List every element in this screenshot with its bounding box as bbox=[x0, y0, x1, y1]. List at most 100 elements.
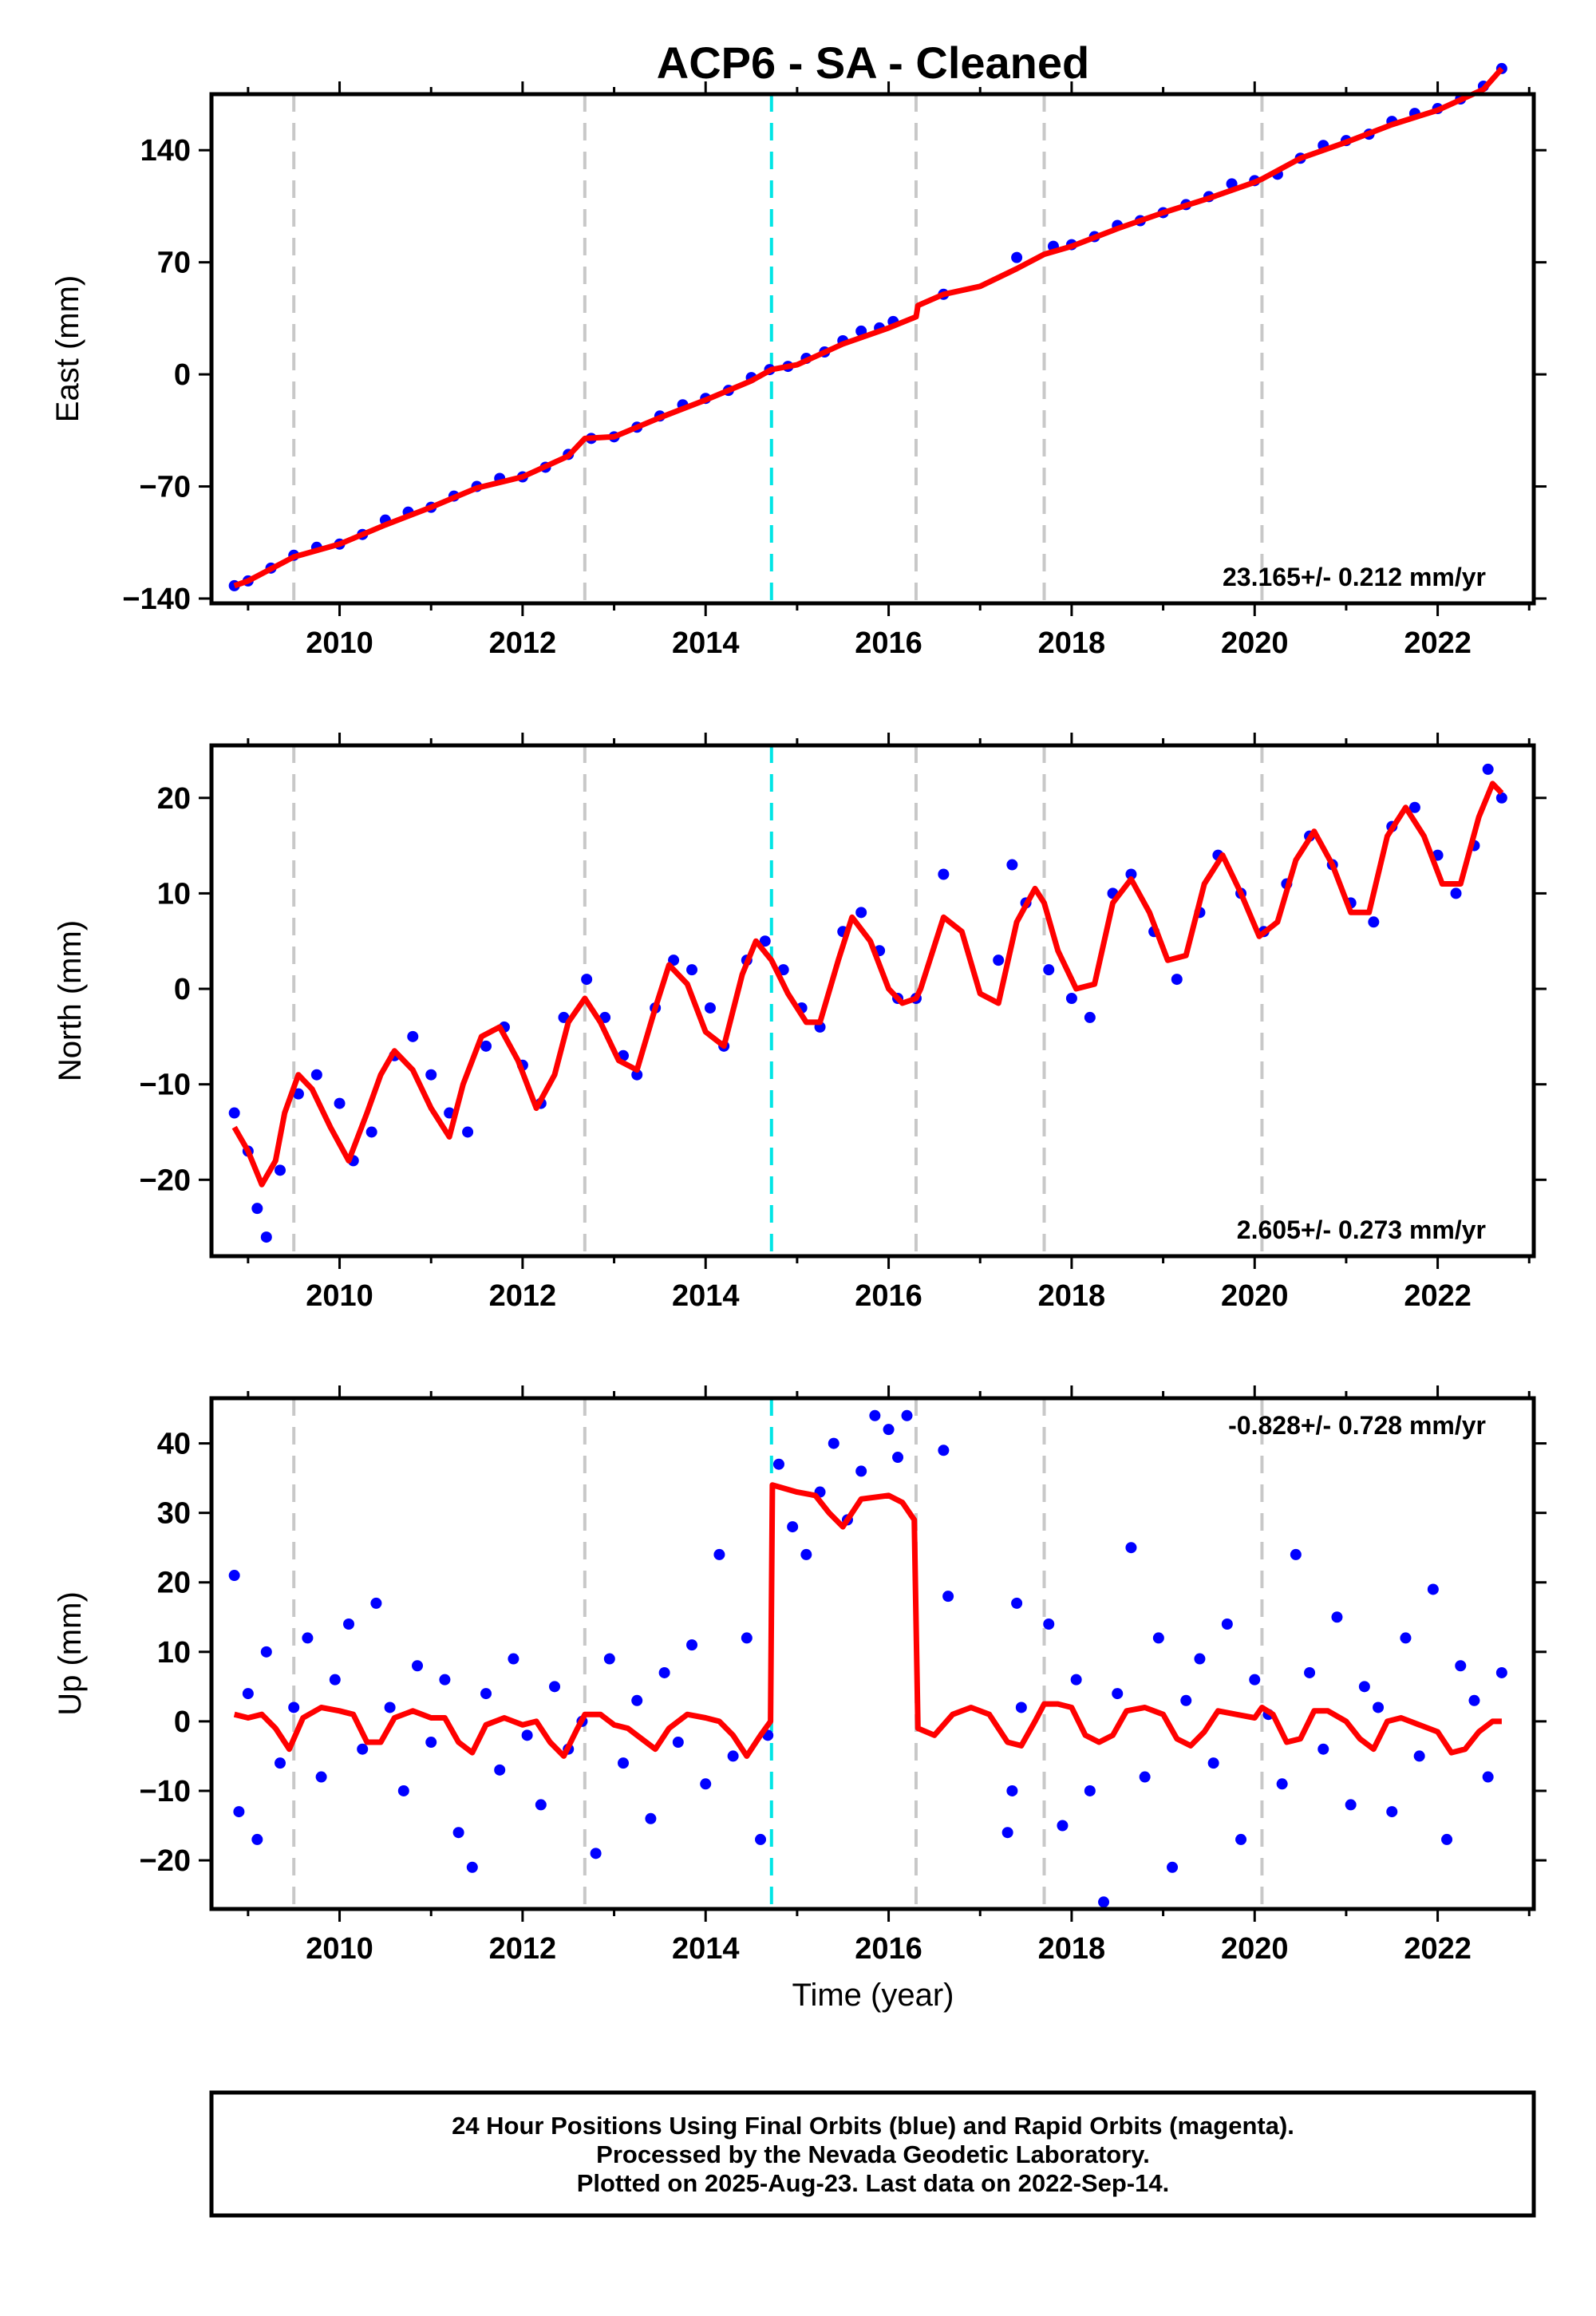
data-point bbox=[1171, 974, 1183, 986]
data-point bbox=[1455, 1660, 1467, 1672]
data-point bbox=[1345, 1799, 1357, 1811]
y-tick-label: 0 bbox=[174, 973, 191, 1006]
data-point bbox=[334, 1097, 346, 1109]
rate-label: -0.828+/- 0.728 mm/yr bbox=[1228, 1411, 1486, 1440]
data-point bbox=[1112, 1688, 1124, 1700]
data-point bbox=[357, 1743, 369, 1755]
data-point bbox=[1125, 868, 1137, 880]
x-tick-label: 2018 bbox=[1038, 1932, 1106, 1966]
data-point bbox=[892, 1452, 904, 1464]
x-tick-label: 2022 bbox=[1404, 626, 1472, 660]
data-point bbox=[741, 1632, 753, 1644]
data-point bbox=[508, 1653, 519, 1665]
plot-frame bbox=[209, 1396, 1536, 1911]
y-tick-label: 0 bbox=[174, 1705, 191, 1739]
data-point bbox=[329, 1674, 341, 1686]
data-point bbox=[480, 1040, 492, 1052]
y-tick-label: 70 bbox=[157, 247, 191, 280]
data-point bbox=[466, 1861, 478, 1873]
y-tick-label: −10 bbox=[140, 1069, 191, 1102]
data-point bbox=[645, 1812, 657, 1824]
y-axis-label: East (mm) bbox=[50, 275, 85, 422]
data-point bbox=[462, 1126, 474, 1138]
data-point bbox=[828, 1437, 839, 1449]
data-point bbox=[1043, 964, 1055, 976]
rate-label: 2.605+/- 0.273 mm/yr bbox=[1237, 1215, 1486, 1244]
data-point bbox=[658, 1666, 670, 1678]
plot-background bbox=[211, 94, 1534, 603]
y-tick-label: 10 bbox=[157, 1636, 191, 1670]
data-point bbox=[727, 1750, 739, 1762]
data-point bbox=[603, 1653, 615, 1665]
plot-background bbox=[211, 745, 1534, 1256]
data-point bbox=[494, 1764, 506, 1776]
x-tick-label: 2010 bbox=[306, 1932, 373, 1966]
data-point bbox=[1482, 763, 1494, 775]
x-tick-label: 2022 bbox=[1404, 1932, 1472, 1966]
x-tick-label: 2010 bbox=[306, 626, 373, 660]
data-point bbox=[1167, 1861, 1179, 1873]
data-point bbox=[407, 1030, 419, 1042]
x-tick-label: 2018 bbox=[1038, 626, 1106, 660]
data-point bbox=[869, 1409, 881, 1421]
data-point bbox=[251, 1203, 263, 1215]
data-point bbox=[1084, 1011, 1096, 1023]
data-point bbox=[365, 1126, 377, 1138]
data-point bbox=[713, 1548, 725, 1560]
data-point bbox=[1043, 1618, 1055, 1630]
data-point bbox=[343, 1618, 355, 1630]
data-point bbox=[938, 1445, 950, 1456]
y-tick-label: 10 bbox=[157, 877, 191, 911]
data-point bbox=[1495, 1666, 1507, 1678]
data-point bbox=[370, 1597, 382, 1609]
data-point bbox=[618, 1757, 630, 1769]
footer-line-3: Plotted on 2025-Aug-23. Last data on 202… bbox=[577, 2169, 1169, 2197]
data-point bbox=[800, 1548, 812, 1560]
data-point bbox=[1221, 1618, 1233, 1630]
data-point bbox=[1317, 1743, 1329, 1755]
y-tick-label: −20 bbox=[140, 1844, 191, 1878]
model-line bbox=[231, 781, 1504, 1188]
data-point bbox=[1368, 916, 1380, 928]
x-tick-label: 2022 bbox=[1404, 1279, 1472, 1313]
footer-box: 24 Hour Positions Using Final Orbits (bl… bbox=[209, 2090, 1536, 2218]
data-point bbox=[883, 1424, 895, 1436]
rate-label: 23.165+/- 0.212 mm/yr bbox=[1223, 563, 1486, 591]
data-point bbox=[1276, 1778, 1288, 1790]
up-panel: 2010 2012 2014 2016 2018 2020 2022 −20 −10 0 10 20 3… bbox=[53, 1385, 1547, 1966]
data-point bbox=[1290, 1548, 1302, 1560]
data-point bbox=[439, 1674, 451, 1686]
plot-frame bbox=[209, 92, 1536, 606]
model-line bbox=[233, 66, 1504, 589]
x-axis-label: Time (year) bbox=[792, 1978, 954, 2013]
data-point bbox=[302, 1632, 314, 1644]
data-point bbox=[228, 1107, 240, 1119]
north-panel: 2010 2012 2014 2016 2018 2020 2022 −20 −10 0 10 20 N… bbox=[53, 733, 1547, 1313]
x-tick-label: 2018 bbox=[1038, 1279, 1106, 1313]
x-tick-label: 2010 bbox=[306, 1279, 373, 1313]
data-point bbox=[1011, 1597, 1023, 1609]
y-axis-label: Up (mm) bbox=[53, 1591, 88, 1716]
data-point bbox=[581, 974, 593, 986]
data-point bbox=[1006, 1784, 1018, 1796]
data-point bbox=[1194, 1653, 1206, 1665]
x-tick-label: 2020 bbox=[1221, 626, 1289, 660]
data-point bbox=[755, 1833, 767, 1845]
y-tick-label: 140 bbox=[140, 134, 191, 168]
data-point bbox=[384, 1701, 396, 1713]
plot-background bbox=[211, 1398, 1534, 1909]
data-point bbox=[1304, 1666, 1316, 1678]
y-tick-label: −20 bbox=[140, 1164, 191, 1197]
x-tick-label: 2020 bbox=[1221, 1279, 1289, 1313]
data-point bbox=[901, 1409, 913, 1421]
data-point bbox=[1249, 1674, 1261, 1686]
data-point bbox=[938, 868, 950, 880]
data-point bbox=[1065, 993, 1077, 1005]
x-tick-label: 2012 bbox=[489, 1279, 557, 1313]
x-tick-label: 2016 bbox=[855, 626, 922, 660]
data-point bbox=[1386, 1806, 1398, 1818]
data-point bbox=[480, 1688, 492, 1700]
data-point bbox=[1015, 1701, 1027, 1713]
data-point bbox=[275, 1757, 286, 1769]
y-tick-label: −140 bbox=[122, 583, 191, 616]
